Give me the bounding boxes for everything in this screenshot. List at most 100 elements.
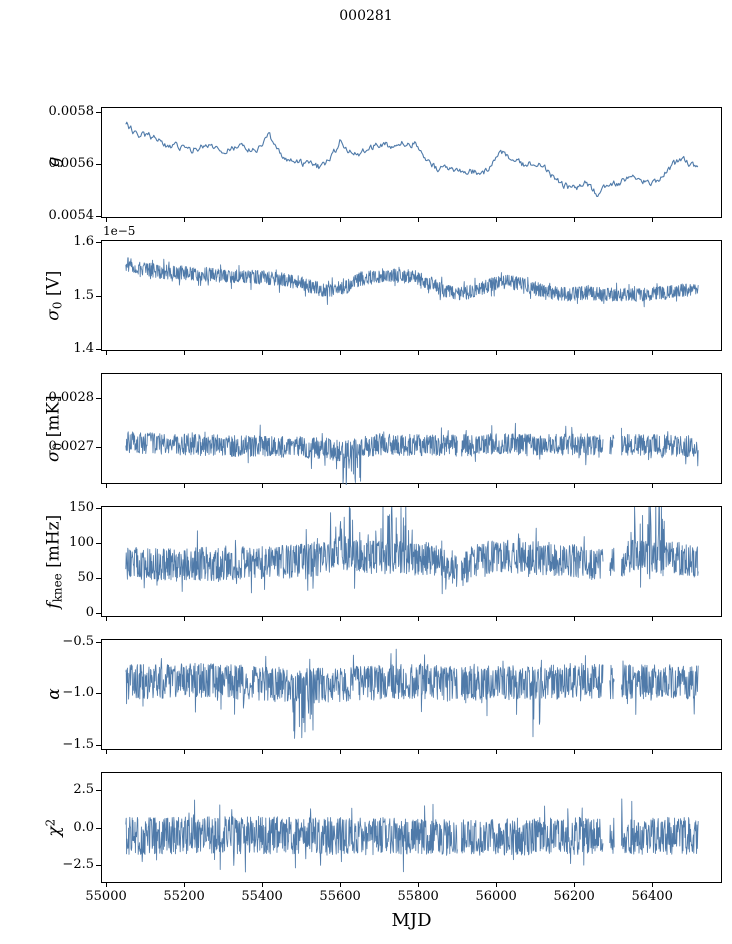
x-tick-f_knee — [652, 617, 653, 621]
x-tick-alpha — [652, 750, 653, 754]
y-tick-label-f_knee: 50 — [77, 569, 94, 585]
x-tick-g — [574, 218, 575, 222]
x-tick-g — [106, 218, 107, 222]
x-tick-sigma0_V — [496, 351, 497, 355]
x-tick-chi2 — [340, 883, 341, 887]
x-axis-label: MJD — [391, 910, 432, 931]
x-tick-alpha — [496, 750, 497, 754]
x-tick-sigma0_V — [340, 351, 341, 355]
x-tick-sigma0_V — [652, 351, 653, 355]
y-tick-sigma0_V — [96, 242, 101, 243]
x-tick-g — [652, 218, 653, 222]
panel-g-plot — [102, 108, 723, 219]
y-tick-chi2 — [96, 790, 101, 791]
x-tick-sigma0_V — [418, 351, 419, 355]
y-tick-label-sigma0_V: 1.4 — [73, 341, 94, 357]
x-tick-sigma0_mK — [262, 484, 263, 488]
x-tick-alpha — [262, 750, 263, 754]
x-tick-chi2 — [652, 883, 653, 887]
ylabel-part: [V] — [43, 270, 64, 302]
panel-sigma0_mK-axes — [101, 373, 723, 485]
panel-chi2-ylabel: χ2 — [43, 747, 64, 907]
x-tick-f_knee — [262, 617, 263, 621]
x-tick-sigma0_mK — [106, 484, 107, 488]
x-tick-f_knee — [184, 617, 185, 621]
y-tick-g — [96, 164, 101, 165]
x-tick-g — [184, 218, 185, 222]
x-tick-alpha — [574, 750, 575, 754]
x-tick-label: 55600 — [319, 889, 361, 904]
x-tick-alpha — [418, 750, 419, 754]
ylabel-part: [mK] — [43, 394, 64, 443]
ylabel-part: knee — [50, 572, 65, 602]
y-tick-label-sigma0_mK: 0.0027 — [48, 439, 95, 455]
x-tick-sigma0_V — [574, 351, 575, 355]
panel-f_knee-axes — [101, 506, 723, 618]
figure-title: 000281 — [339, 8, 393, 24]
y-tick-f_knee — [96, 508, 101, 509]
x-tick-f_knee — [496, 617, 497, 621]
x-tick-alpha — [340, 750, 341, 754]
y-tick-label-alpha: −0.5 — [62, 634, 94, 650]
x-tick-g — [340, 218, 341, 222]
x-tick-label: 56200 — [553, 889, 595, 904]
ylabel-part: 2 — [43, 818, 58, 826]
x-tick-label: 55800 — [397, 889, 439, 904]
ylabel-part: 0 — [50, 442, 65, 450]
x-tick-sigma0_mK — [184, 484, 185, 488]
panel-alpha-plot — [102, 640, 723, 751]
y-tick-alpha — [96, 745, 101, 746]
x-tick-g — [496, 218, 497, 222]
y-tick-alpha — [96, 642, 101, 643]
x-tick-chi2 — [496, 883, 497, 887]
panel-f_knee-plot — [102, 507, 723, 618]
y-tick-label-chi2: 2.5 — [73, 782, 94, 797]
ylabel-part: σ — [43, 449, 64, 462]
x-tick-sigma0_mK — [652, 484, 653, 488]
x-tick-sigma0_V — [262, 351, 263, 355]
panel-sigma0_V-plot — [102, 241, 723, 352]
y-tick-label-f_knee: 0 — [85, 604, 94, 620]
y-tick-label-f_knee: 150 — [69, 500, 94, 516]
x-tick-sigma0_V — [184, 351, 185, 355]
x-tick-chi2 — [106, 883, 107, 887]
y-tick-chi2 — [96, 865, 101, 866]
x-tick-f_knee — [418, 617, 419, 621]
x-tick-sigma0_mK — [418, 484, 419, 488]
y-tick-f_knee — [96, 543, 101, 544]
x-tick-chi2 — [262, 883, 263, 887]
y-tick-label-g: 0.0058 — [48, 103, 95, 119]
x-tick-label: 55200 — [163, 889, 205, 904]
x-tick-sigma0_mK — [574, 484, 575, 488]
ylabel-part: g — [44, 156, 64, 167]
x-tick-f_knee — [106, 617, 107, 621]
y-tick-label-alpha: −1.0 — [62, 685, 94, 701]
y-tick-chi2 — [96, 828, 101, 829]
x-tick-alpha — [184, 750, 185, 754]
x-tick-label: 56000 — [475, 889, 517, 904]
y-tick-sigma0_mK — [96, 447, 101, 448]
ylabel-part: σ — [43, 308, 64, 321]
x-tick-label: 55400 — [241, 889, 283, 904]
y-tick-alpha — [96, 693, 101, 694]
x-tick-f_knee — [574, 617, 575, 621]
ylabel-part: χ — [44, 825, 65, 837]
ylabel-part: α — [44, 687, 64, 700]
x-tick-label: 55000 — [85, 889, 127, 904]
y-tick-label-g: 0.0056 — [48, 155, 95, 171]
y-tick-sigma0_V — [96, 296, 101, 297]
x-tick-sigma0_V — [106, 351, 107, 355]
y-tick-g — [96, 112, 101, 113]
y-tick-label-sigma0_V: 1.6 — [73, 233, 94, 249]
y-tick-f_knee — [96, 578, 101, 579]
y-tick-label-chi2: −2.5 — [62, 857, 94, 872]
y-tick-label-sigma0_V: 1.5 — [73, 287, 94, 303]
panel-sigma0_mK-plot — [102, 374, 723, 485]
y-tick-label-alpha: −1.5 — [62, 736, 94, 752]
y-tick-sigma0_V — [96, 349, 101, 350]
x-tick-g — [262, 218, 263, 222]
x-tick-g — [418, 218, 419, 222]
y-tick-f_knee — [96, 613, 101, 614]
y-axis-offset-text: 1e−5 — [103, 224, 136, 238]
